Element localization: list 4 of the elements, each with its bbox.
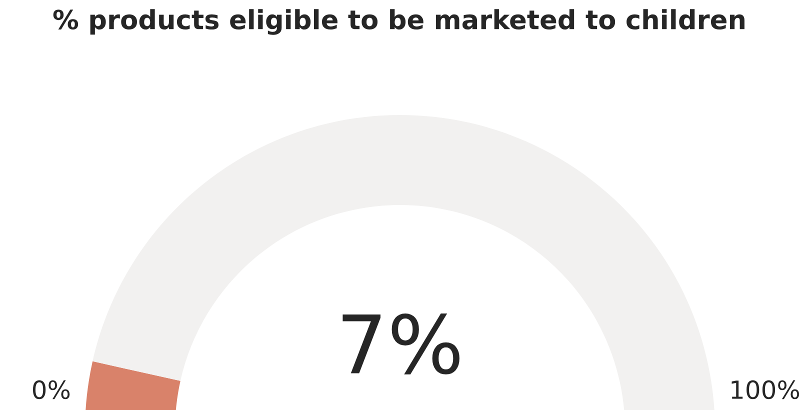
text: 0% (32, 380, 70, 400)
text: 7% (342, 313, 460, 374)
chart-title: % products eligible to be marketed to children (53, 9, 744, 35)
text: 100% (732, 380, 799, 400)
